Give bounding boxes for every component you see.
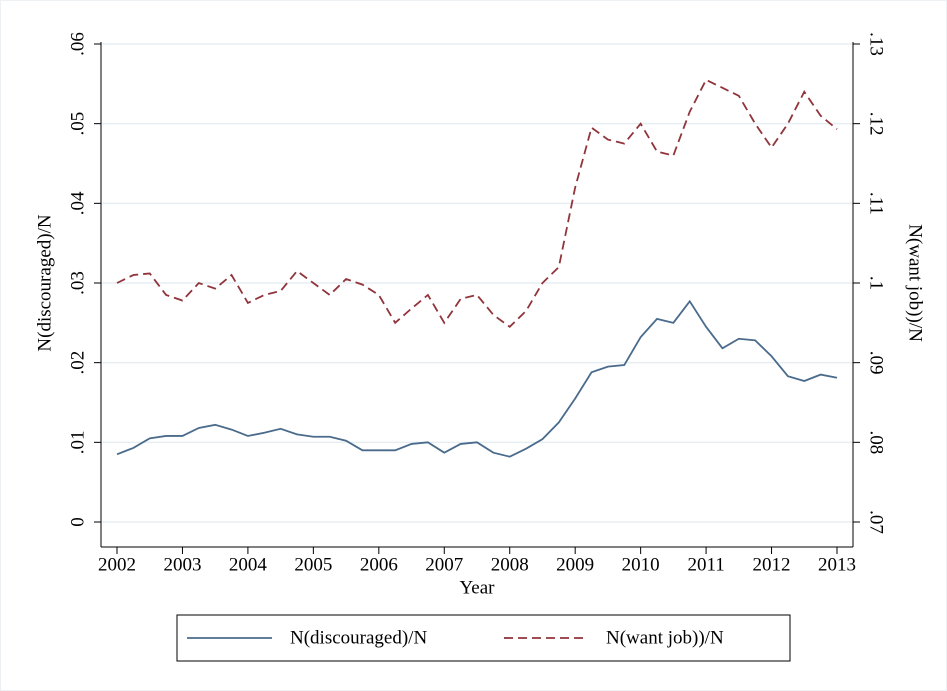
x-tick-label: 2003 (163, 554, 201, 575)
x-tick-label: 2010 (622, 554, 660, 575)
y2-tick-label: .1 (866, 276, 887, 290)
y-tick-label: .03 (67, 271, 88, 295)
x-tick-label: 2013 (818, 554, 856, 575)
y-tick-label: .05 (67, 112, 88, 136)
x-tick-label: 2002 (98, 554, 136, 575)
x-tick-label: 2012 (753, 554, 791, 575)
y-axis-label: N(discouraged)/N (34, 214, 55, 351)
x-tick-label: 2005 (294, 554, 332, 575)
x-tick-label: 2004 (229, 554, 268, 575)
y2-axis-label: N(want job))/N (905, 224, 926, 342)
y-tick-label: .02 (67, 351, 88, 375)
legend-label: N(want job))/N (606, 627, 724, 648)
legend-box (176, 614, 791, 662)
y2-tick-label: .09 (866, 351, 887, 375)
x-tick-label: 2011 (687, 554, 724, 575)
x-tick-label: 2009 (556, 554, 594, 575)
x-tick-label: 2008 (491, 554, 529, 575)
x-tick-label: 2007 (425, 554, 463, 575)
series-line (116, 299, 838, 458)
y2-tick-label: .11 (866, 192, 887, 215)
legend-label: N(discouraged)/N (290, 627, 427, 648)
y-tick-label: .06 (67, 32, 88, 56)
y2-tick-label: .07 (866, 510, 887, 534)
y2-tick-label: .12 (866, 112, 887, 136)
y2-tick-label: .08 (866, 430, 887, 454)
y-tick-label: 0 (67, 517, 88, 527)
y2-tick-label: .13 (866, 32, 887, 56)
x-tick-label: 2006 (360, 554, 398, 575)
y-tick-label: .01 (67, 430, 88, 454)
y-tick-label: .04 (67, 191, 88, 215)
x-axis-label: Year (459, 577, 495, 598)
